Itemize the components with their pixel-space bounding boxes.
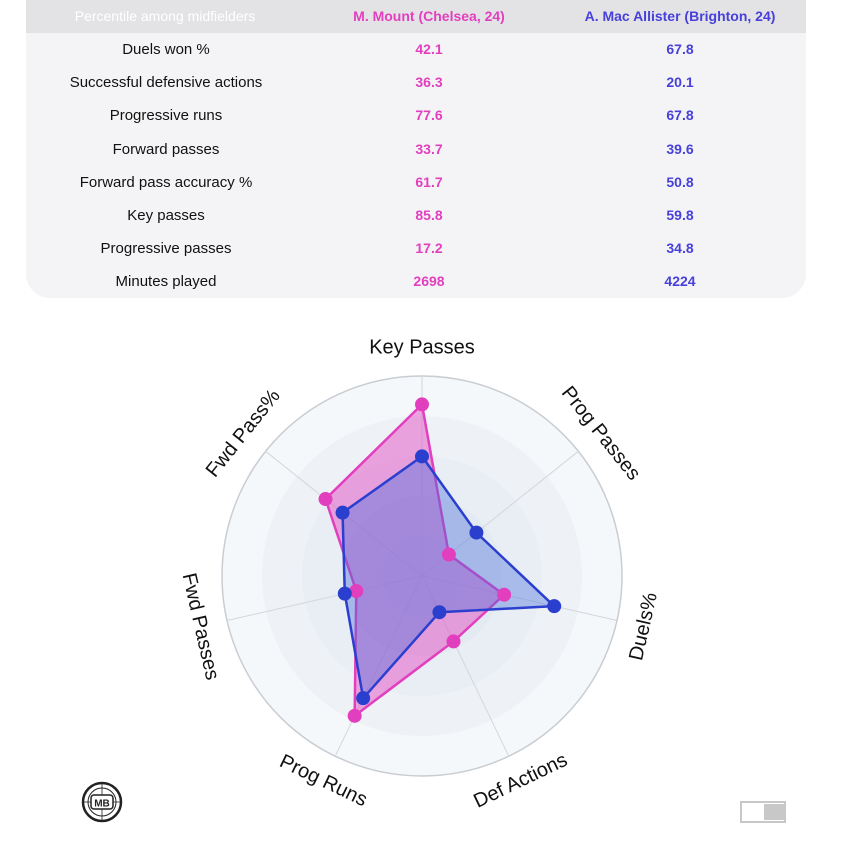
row-player2-value: 50.8	[666, 173, 694, 190]
radar-data-point	[356, 691, 371, 706]
radar-data-point	[415, 449, 429, 464]
radar-data-point	[318, 492, 333, 507]
row-player2-value: 4224	[664, 273, 696, 290]
row-player2-value: 67.8	[666, 41, 694, 57]
row-metric: Progressive passes	[100, 240, 232, 258]
radar-axis-label: Duels%	[625, 590, 662, 662]
row-metric: Forward passes	[112, 140, 220, 158]
toggle-knob	[764, 804, 784, 820]
table-header: Percentile among midfielders M. Mount (C…	[26, 0, 806, 33]
radar-data-point	[335, 505, 350, 520]
table-row: Key passes 85.8 59.8	[26, 199, 806, 232]
radar-series-area	[341, 455, 556, 700]
header-player2: A. Mac Allister (Brighton, 24)	[584, 8, 776, 24]
radar-data-point	[446, 634, 461, 649]
logo-text: MB	[94, 799, 110, 810]
row-player1-value: 17.2	[415, 240, 443, 257]
radar-data-point	[469, 525, 484, 540]
table-row: Successful defensive actions 36.3 20.1	[26, 66, 806, 99]
view-toggle[interactable]	[740, 801, 786, 823]
radar-data-point	[432, 605, 447, 620]
radar-data-point	[349, 583, 364, 598]
row-metric: Forward pass accuracy %	[79, 173, 253, 191]
radar-axis-label: Fwd Passes	[178, 571, 224, 682]
radar-data-point	[497, 587, 512, 602]
radar-data-point	[337, 586, 352, 601]
radar-data-point	[415, 397, 429, 412]
row-player1-value: 33.7	[415, 140, 443, 157]
row-player2-value: 59.8	[666, 207, 694, 223]
row-player2-value: 34.8	[666, 240, 694, 257]
row-metric: Progressive runs	[109, 107, 223, 125]
row-player2-value: 39.6	[666, 140, 694, 157]
mb-logo: MB	[80, 780, 124, 824]
row-player1-value: 42.1	[415, 41, 443, 57]
table-row: Forward pass accuracy % 61.7 50.8	[26, 166, 806, 199]
row-player1-value: 2698	[413, 273, 445, 290]
row-metric: Successful defensive actions	[69, 74, 263, 92]
radar-spoke	[421, 575, 618, 621]
row-player1-value: 77.6	[415, 107, 443, 124]
radar-spoke	[334, 575, 423, 757]
radar-spoke	[226, 575, 423, 621]
row-player2-value: 67.8	[666, 107, 694, 124]
row-metric: Duels won %	[122, 41, 210, 58]
table-row: Progressive passes 17.2 34.8	[26, 232, 806, 265]
row-player1-value: 85.8	[415, 207, 443, 223]
table-row: Minutes played 2698 4224	[26, 265, 806, 298]
radar-data-point	[547, 599, 562, 614]
comparison-table: Percentile among midfielders M. Mount (C…	[26, 0, 806, 298]
radar-data-point	[441, 547, 456, 562]
table-row: Progressive runs 77.6 67.8	[26, 99, 806, 132]
row-player1-value: 61.7	[415, 173, 443, 190]
header-metric: Percentile among midfielders	[74, 8, 256, 24]
table-row: Duels won % 42.1 67.8	[26, 33, 806, 66]
radar-data-point	[347, 708, 362, 723]
radar-series-area	[324, 403, 506, 718]
row-player2-value: 20.1	[666, 74, 694, 91]
row-player1-value: 36.3	[415, 74, 443, 91]
header-player1: M. Mount (Chelsea, 24)	[353, 8, 505, 24]
row-metric: Key passes	[127, 207, 205, 224]
row-metric: Minutes played	[115, 273, 217, 291]
radar-axis-label: Key Passes	[369, 336, 475, 358]
table-row: Forward passes 33.7 39.6	[26, 133, 806, 166]
